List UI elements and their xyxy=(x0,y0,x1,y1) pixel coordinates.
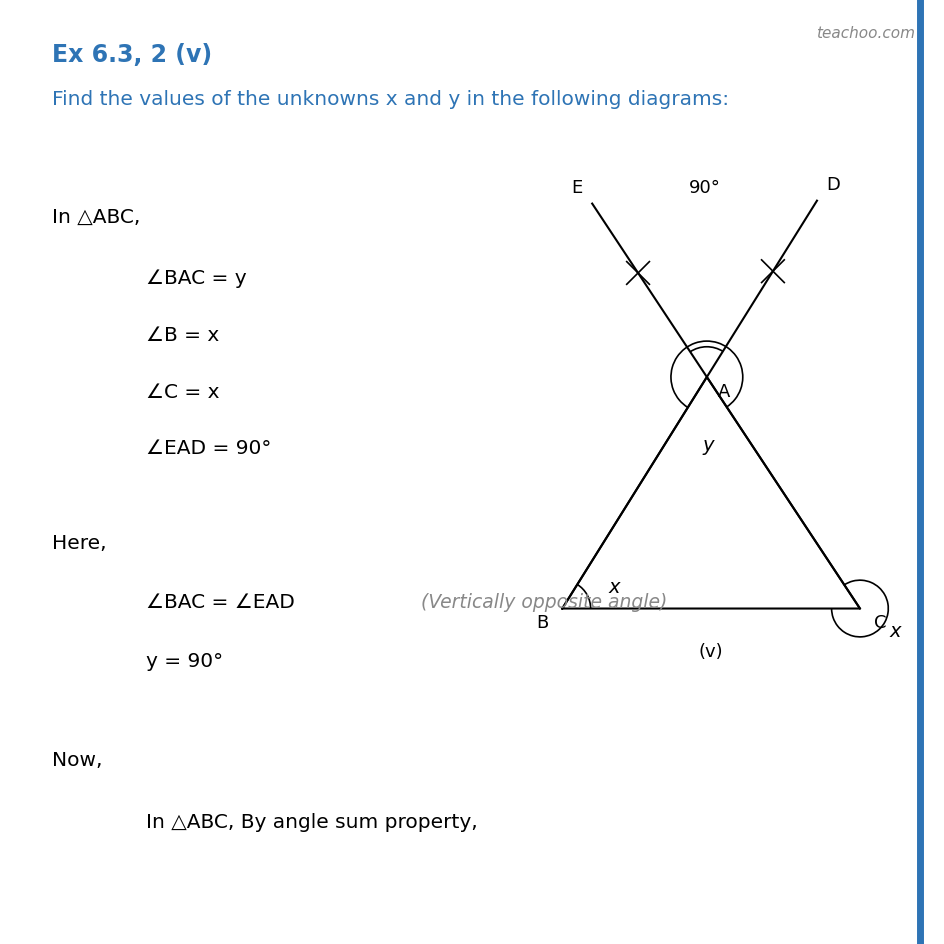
Text: ∠C = x: ∠C = x xyxy=(146,382,220,401)
Text: In △ABC,: In △ABC, xyxy=(52,208,141,227)
Text: E: E xyxy=(571,178,582,196)
Text: In △ABC, By angle sum property,: In △ABC, By angle sum property, xyxy=(146,812,478,831)
Text: (v): (v) xyxy=(698,642,723,660)
Text: $x$: $x$ xyxy=(607,578,621,597)
Text: Ex 6.3, 2 (v): Ex 6.3, 2 (v) xyxy=(52,42,211,66)
Text: B: B xyxy=(535,614,548,632)
Text: ∠BAC = y: ∠BAC = y xyxy=(146,269,246,288)
Text: y = 90°: y = 90° xyxy=(146,651,224,670)
Text: C: C xyxy=(873,614,885,632)
Text: D: D xyxy=(826,176,839,194)
Text: ∠BAC = ∠EAD: ∠BAC = ∠EAD xyxy=(146,593,295,612)
Text: $y$: $y$ xyxy=(700,437,716,456)
Text: Find the values of the unknowns x and y in the following diagrams:: Find the values of the unknowns x and y … xyxy=(52,90,729,109)
Text: A: A xyxy=(717,382,730,400)
Text: ∠B = x: ∠B = x xyxy=(146,326,220,345)
Text: Here,: Here, xyxy=(52,533,107,552)
Text: teachoo.com: teachoo.com xyxy=(815,26,914,42)
Text: $x$: $x$ xyxy=(888,621,902,640)
Text: 90°: 90° xyxy=(688,179,719,197)
Text: ∠EAD = 90°: ∠EAD = 90° xyxy=(146,439,272,458)
Text: Now,: Now, xyxy=(52,750,102,769)
Text: (Vertically opposite angle): (Vertically opposite angle) xyxy=(420,593,666,612)
